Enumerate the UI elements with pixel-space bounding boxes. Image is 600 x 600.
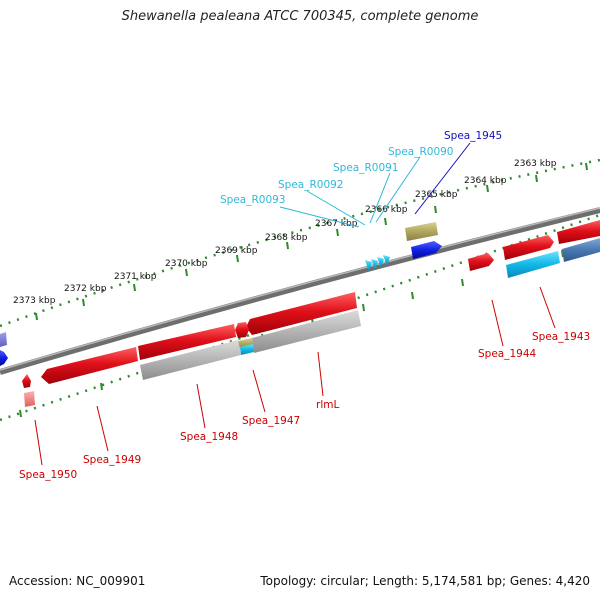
- label-spea-r0090: Spea_R0090: [388, 146, 454, 158]
- label-spea-1949: Spea_1949: [83, 454, 141, 466]
- kbp-label: 2367 kbp: [315, 219, 358, 229]
- kbp-label: 2369 kbp: [215, 246, 258, 256]
- gene-spea-1945[interactable]: [411, 241, 442, 259]
- leader-lines: [34, 142, 556, 466]
- accession-text: Accession: NC_009901: [9, 574, 146, 588]
- gene-blue-edge[interactable]: [0, 350, 8, 366]
- label-spea-1943: Spea_1943: [532, 331, 590, 343]
- kbp-label: 2365 kbp: [415, 190, 458, 200]
- gene-gray-long[interactable]: [252, 310, 361, 353]
- label-spea-1945: Spea_1945: [444, 130, 502, 142]
- label-spea-r0092: Spea_R0092: [278, 179, 344, 191]
- kbp-label: 2363 kbp: [514, 159, 557, 169]
- gene-spea-1943[interactable]: [506, 251, 560, 278]
- trna-cluster[interactable]: [365, 255, 390, 272]
- label-spea-1947: Spea_1947: [242, 415, 300, 427]
- trna-spea-r0091: [377, 257, 384, 268]
- label-spea-1950: Spea_1950: [19, 469, 77, 481]
- kbp-label: 2366 kbp: [365, 205, 408, 215]
- kbp-label: 2373 kbp: [13, 296, 56, 306]
- kbp-label: 2372 kbp: [64, 284, 107, 294]
- gene-spea-1949[interactable]: [41, 347, 138, 384]
- kbp-labels: 2363 kbp 2364 kbp 2365 kbp 2366 kbp 2367…: [13, 159, 557, 306]
- kbp-label: 2364 kbp: [464, 176, 507, 186]
- gene-spea-1944[interactable]: [468, 253, 494, 271]
- map-title: Shewanella pealeana ATCC 700345, complet…: [121, 9, 479, 24]
- gene-cyan-small[interactable]: [240, 344, 254, 355]
- genome-backbone: [0, 207, 600, 375]
- label-spea-r0093: Spea_R0093: [220, 194, 286, 206]
- gene-steel-feature[interactable]: [562, 238, 600, 262]
- trna-spea-r0090: [383, 255, 390, 266]
- gene-spea-1948[interactable]: [138, 324, 236, 360]
- kbp-label: 2368 kbp: [265, 233, 308, 243]
- label-spea-1948: Spea_1948: [180, 431, 238, 443]
- kbp-label: 2371 kbp: [114, 272, 157, 282]
- gene-spea-1947[interactable]: [235, 322, 249, 338]
- genome-backbone-highlight: [0, 207, 600, 371]
- gene-pale-red[interactable]: [24, 391, 35, 407]
- kbp-label: 2370 kbp: [165, 259, 208, 269]
- gene-violet-edge[interactable]: [0, 332, 7, 347]
- label-rlmL: rlmL: [316, 399, 339, 411]
- gene-spea-1950[interactable]: [22, 374, 31, 388]
- trna-spea-r0092: [371, 259, 378, 270]
- gene-gray-mid[interactable]: [140, 340, 241, 380]
- label-spea-r0091: Spea_R0091: [333, 162, 399, 174]
- gene-red-upper-2[interactable]: [557, 220, 600, 244]
- gene-rlmL[interactable]: [246, 292, 357, 335]
- gene-olive-feature[interactable]: [405, 222, 438, 241]
- gene-red-upper-1[interactable]: [503, 235, 554, 260]
- label-spea-1944: Spea_1944: [478, 348, 537, 360]
- genome-summary-text: Topology: circular; Length: 5,174,581 bp…: [260, 574, 590, 588]
- upper-major-ticks: [35, 162, 588, 321]
- feature-labels: Spea_1945 Spea_R0090 Spea_R0091 Spea_R00…: [19, 130, 590, 481]
- trna-spea-r0093: [365, 260, 372, 272]
